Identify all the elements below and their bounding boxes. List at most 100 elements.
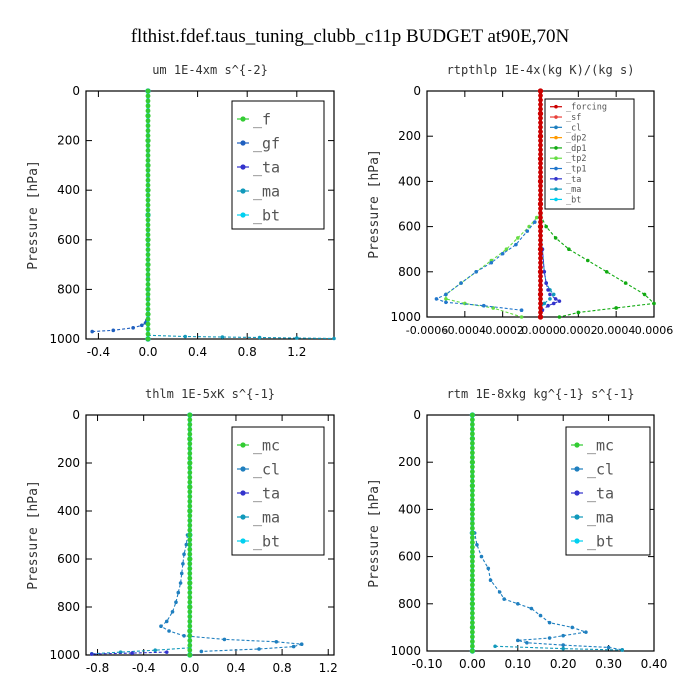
zero-line-point: [145, 177, 151, 183]
zero-line-point: [470, 568, 475, 574]
y-axis-label: Pressure [hPa]: [367, 478, 382, 588]
zero-line-point: [470, 455, 475, 460]
data-point: [220, 335, 225, 339]
zero-line-point: [470, 615, 475, 621]
panel-title: um 1E-4xm s^{-2}: [152, 63, 268, 77]
zero-line-point: [187, 451, 193, 456]
zero-line-point: [538, 160, 543, 166]
zero-line-point: [145, 227, 151, 233]
data-point: [585, 258, 590, 263]
data-point: [178, 581, 183, 585]
zero-line-point: [470, 473, 475, 479]
data-point: [463, 301, 467, 306]
zero-line-point: [145, 232, 151, 238]
zero-line-point: [470, 445, 475, 451]
legend-marker: [554, 104, 558, 109]
zero-line-point: [538, 264, 543, 270]
zero-line-point: [145, 123, 151, 129]
zero-line-point: [470, 516, 475, 522]
series-line: [147, 334, 335, 340]
zero-line-point: [538, 278, 543, 284]
zero-line-point: [538, 147, 543, 153]
zero-line-point: [187, 479, 193, 485]
zero-line-point: [470, 450, 475, 456]
zero-line-point: [538, 273, 543, 279]
data-point: [525, 229, 530, 233]
data-point: [184, 542, 189, 547]
y-tick-label: 1000: [49, 648, 80, 662]
data-point: [546, 288, 550, 292]
zero-line-point: [470, 530, 475, 536]
legend-marker: [240, 514, 246, 520]
zero-line-point: [187, 523, 193, 528]
x-tick-label: 0.0: [138, 345, 157, 359]
zero-line-point: [470, 535, 475, 541]
x-tick-label: -0.4: [87, 345, 110, 359]
data-point: [623, 281, 628, 285]
zero-line-point: [470, 478, 475, 484]
x-tick-label: 0.10: [504, 657, 531, 671]
zero-line-point: [470, 440, 475, 446]
chart-panel-1: um 1E-4xm s^{-2} Pressure [hPa] 0 200 400 600…: [26, 63, 336, 359]
y-tick-label: 800: [57, 282, 80, 296]
data-point: [295, 336, 299, 340]
zero-line-point: [538, 138, 543, 144]
data-point: [183, 334, 187, 339]
data-point: [159, 624, 163, 628]
data-point: [584, 630, 588, 634]
x-tick-label: 0.0004: [597, 324, 636, 337]
zero-line-point: [470, 587, 475, 593]
series-line: [91, 647, 190, 655]
data-point: [542, 270, 547, 274]
zero-line-point: [145, 98, 151, 104]
zero-line-point: [187, 499, 193, 504]
x-tick-label: 0.0: [180, 661, 199, 675]
zero-line-point: [187, 460, 193, 466]
legend-label: _ma: [566, 185, 581, 195]
zero-line-point: [145, 217, 151, 223]
zero-line-point: [145, 311, 151, 317]
zero-line-point: [538, 219, 543, 225]
zero-line-point: [187, 652, 193, 658]
zero-line-point: [538, 215, 543, 220]
x-tick-label: 0.4: [188, 345, 207, 359]
legend-marker: [240, 116, 246, 122]
legend: _f _gf _ta _ma _bt: [231, 100, 325, 230]
zero-line-point: [470, 573, 475, 578]
zero-line-point: [538, 282, 543, 288]
zero-line-point: [187, 585, 193, 591]
zero-line-point: [187, 427, 193, 432]
legend-label: _dp1: [566, 144, 586, 154]
zero-line-point: [145, 242, 151, 248]
legend-label: _ta: [566, 175, 581, 185]
zero-line-point: [145, 277, 151, 282]
data-point: [222, 637, 227, 642]
y-tick-label: 800: [398, 265, 421, 279]
zero-line-point: [145, 128, 151, 134]
zero-line-point: [145, 282, 151, 287]
legend-label: _dp2: [566, 134, 586, 144]
data-point: [130, 651, 134, 655]
zero-line-point: [538, 228, 543, 234]
zero-line-point: [538, 246, 543, 252]
data-point: [164, 650, 169, 654]
zero-line-point: [470, 540, 475, 545]
zero-line-point: [470, 497, 475, 503]
zero-line-point: [187, 532, 193, 538]
x-tick-label: -0.0002: [481, 324, 523, 337]
y-tick-label: 1000: [49, 332, 80, 346]
legend-label: _cl: [587, 460, 614, 478]
data-point: [557, 315, 562, 319]
legend-label: _ma: [587, 508, 614, 526]
x-tick-label: 1.2: [319, 661, 338, 675]
legend-label: _sf: [566, 113, 581, 123]
y-tick-label: 600: [398, 550, 421, 564]
zero-line-point: [187, 431, 193, 437]
y-tick-label: 600: [398, 220, 421, 234]
zero-line-point: [470, 643, 475, 649]
zero-line-point: [187, 446, 193, 451]
series-line: [435, 221, 536, 311]
data-point: [546, 303, 550, 308]
zero-line-point: [145, 336, 151, 342]
data-point: [500, 251, 505, 256]
